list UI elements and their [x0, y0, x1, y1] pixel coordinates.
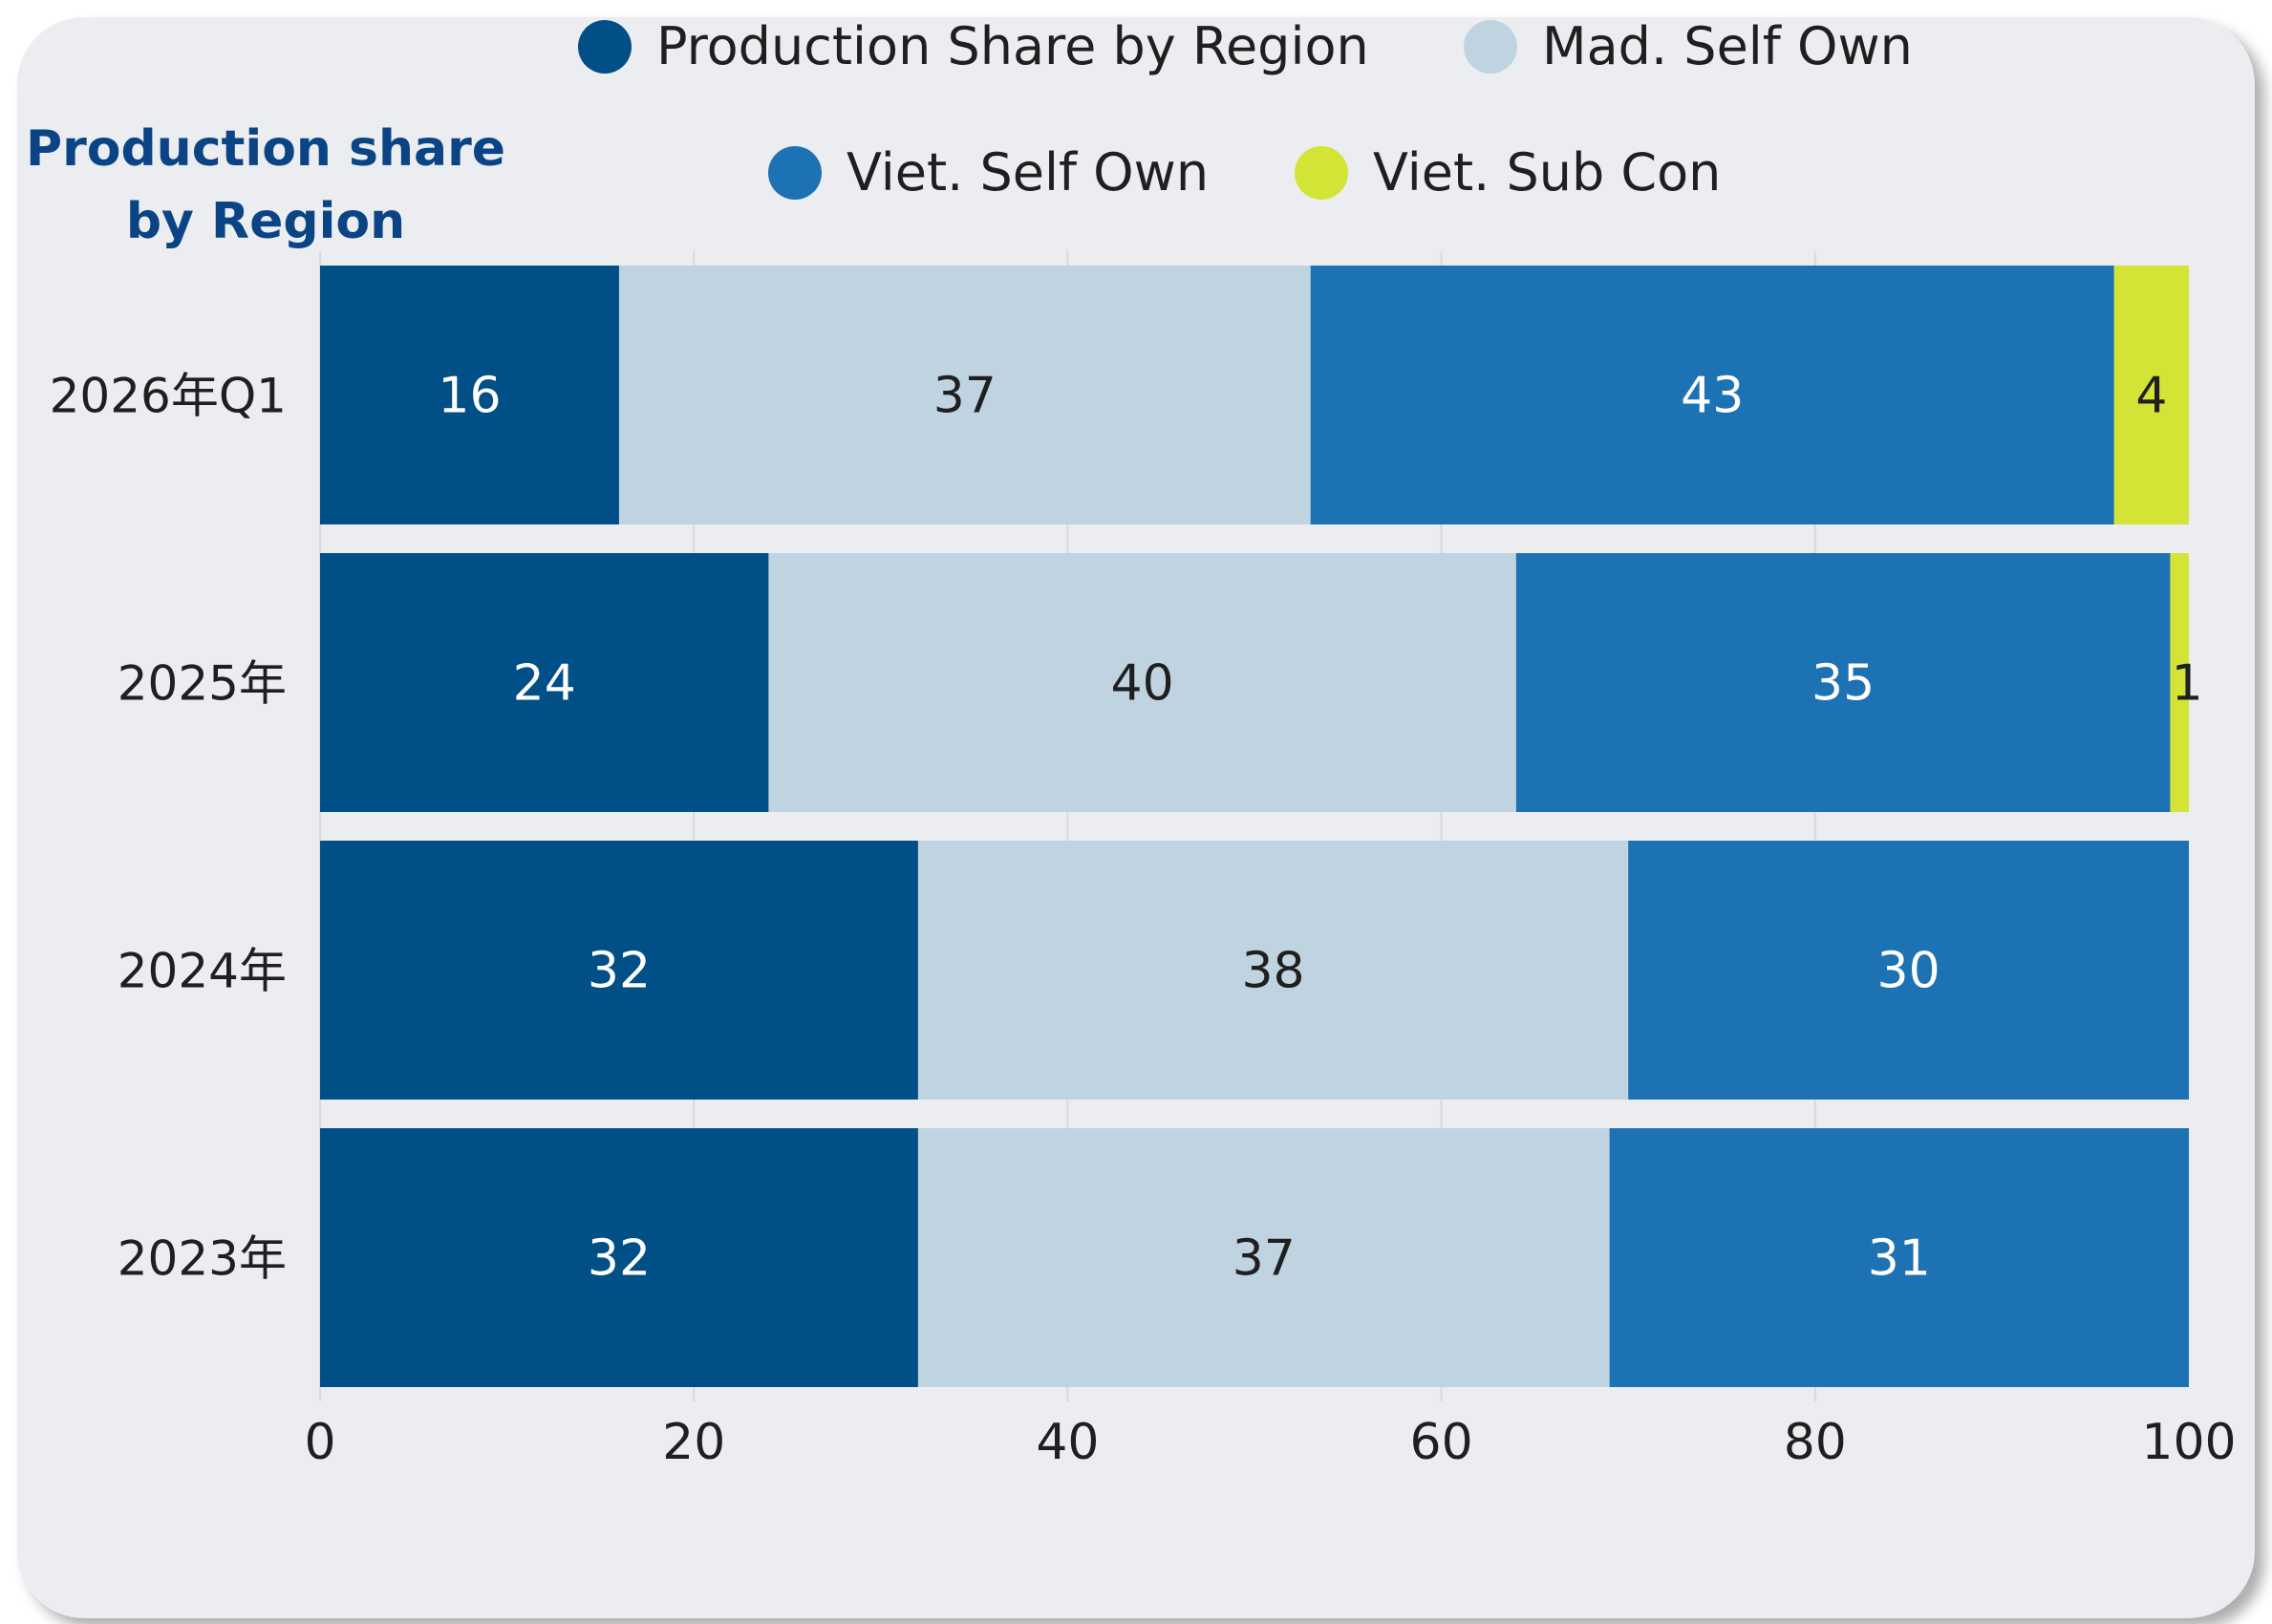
- chart-title-line-1: Production share: [25, 120, 506, 178]
- bar-segment: [1609, 1128, 2189, 1387]
- legend-marker-production-share: [578, 19, 632, 74]
- bar-segment: [1310, 266, 2114, 524]
- category-label: 2025年: [118, 656, 287, 712]
- x-tick-label: 20: [662, 1414, 725, 1471]
- legend-item-viet-sub-con: Viet. Sub Con: [1295, 142, 1721, 203]
- x-tick-label: 40: [1036, 1414, 1099, 1471]
- x-tick-label: 60: [1410, 1414, 1473, 1471]
- bar-value-label: 31: [1868, 1230, 1931, 1288]
- legend-label-viet-sub-con: Viet. Sub Con: [1373, 142, 1722, 203]
- bar-value-label: 30: [1877, 943, 1940, 1000]
- legend-marker-mad-self-own: [1464, 19, 1517, 74]
- legend-marker-viet-self-own: [768, 145, 822, 200]
- bar-value-label: 37: [933, 368, 997, 425]
- bar-segment: [917, 1128, 1610, 1387]
- chart-title-line-2: by Region: [125, 193, 406, 250]
- bar-segment: [2113, 266, 2189, 524]
- legend-item-mad-self-own: Mad. Self Own: [1464, 17, 1913, 76]
- bar-segment: [917, 841, 1629, 1100]
- bar-segment: [618, 266, 1311, 524]
- bar-segment: [320, 266, 619, 524]
- bar-value-label: 35: [1811, 655, 1875, 713]
- bar-segment: [320, 841, 918, 1100]
- legend-label-production-share: Production Share by Region: [656, 17, 1369, 76]
- bar-value-label: 40: [1111, 655, 1174, 713]
- bar-value-label: 37: [1232, 1230, 1296, 1288]
- x-tick-label: 100: [2141, 1414, 2236, 1471]
- legend-marker-viet-sub-con: [1295, 145, 1348, 200]
- chart-card: Production share by Region Production Sh…: [17, 17, 2255, 1618]
- bar-value-label: 32: [588, 1230, 651, 1288]
- bar-value-label: 24: [513, 655, 576, 713]
- bar-value-label: 1: [2172, 655, 2203, 713]
- x-tick-label: 80: [1784, 1414, 1847, 1471]
- bar-segment: [320, 1128, 918, 1387]
- bar-segment: [320, 553, 769, 812]
- chart-title: Production share by Region: [17, 113, 514, 258]
- bar-value-label: 43: [1681, 368, 1744, 425]
- legend-item-production-share: Production Share by Region: [578, 17, 1369, 76]
- category-label: 2026年Q1: [50, 369, 287, 424]
- bar-value-label: 16: [438, 368, 501, 425]
- bar-segment: [1628, 841, 2189, 1100]
- legend-item-viet-self-own: Viet. Self Own: [768, 142, 1209, 203]
- bar-segment: [768, 553, 1516, 812]
- category-label: 2023年: [118, 1231, 287, 1287]
- bar-value-label: 32: [588, 943, 651, 1000]
- legend-label-viet-self-own: Viet. Self Own: [847, 142, 1210, 203]
- x-tick-label: 0: [304, 1414, 335, 1471]
- category-label: 2024年: [118, 944, 287, 999]
- bar-segment: [2170, 553, 2189, 812]
- bar-value-label: 38: [1241, 943, 1304, 1000]
- bar-segment: [1515, 553, 2171, 812]
- bar-value-label: 4: [2135, 368, 2167, 425]
- legend-label-mad-self-own: Mad. Self Own: [1542, 17, 1913, 76]
